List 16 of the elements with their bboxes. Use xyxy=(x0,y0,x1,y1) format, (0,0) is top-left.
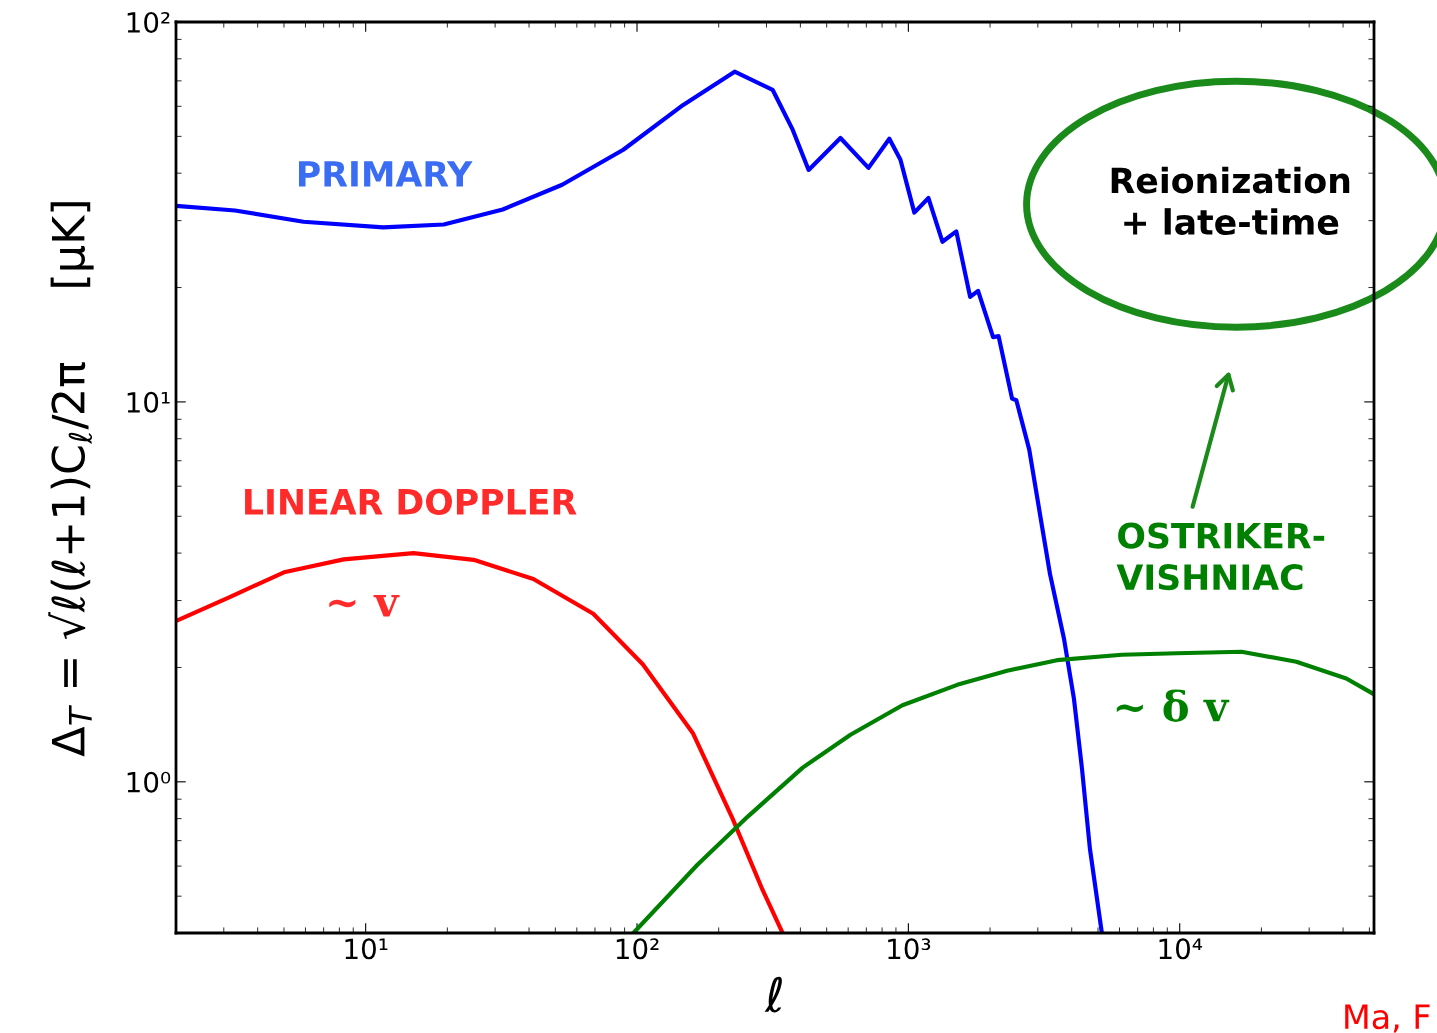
y-tick-label: 10⁰ xyxy=(127,771,171,793)
y-tick-label: 10² xyxy=(127,11,170,33)
x-tick-label: 10² xyxy=(616,938,659,960)
x-tick-label: 10⁴ xyxy=(1159,938,1203,960)
series-label: OSTRIKER- VISHNIAC xyxy=(1116,522,1325,591)
annotation: ~ v xyxy=(329,594,400,617)
series-label: PRIMARY xyxy=(298,161,473,187)
series-label: LINEAR DOPPLER xyxy=(245,488,577,515)
annotation: ~ δ v xyxy=(1116,689,1230,722)
x-tick-label: 10³ xyxy=(888,938,931,960)
x-axis-title: ℓ xyxy=(764,976,782,1013)
y-tick-label: 10¹ xyxy=(127,391,170,413)
y-axis-title: Δ$_{T}$ = √ℓ(ℓ+1)C$_{ℓ}$/2π [μK] xyxy=(48,202,94,757)
annotation: Reionization + late-time xyxy=(1111,166,1350,236)
x-tick-label: 10¹ xyxy=(345,938,388,960)
text: Ma, F xyxy=(1345,1004,1430,1033)
